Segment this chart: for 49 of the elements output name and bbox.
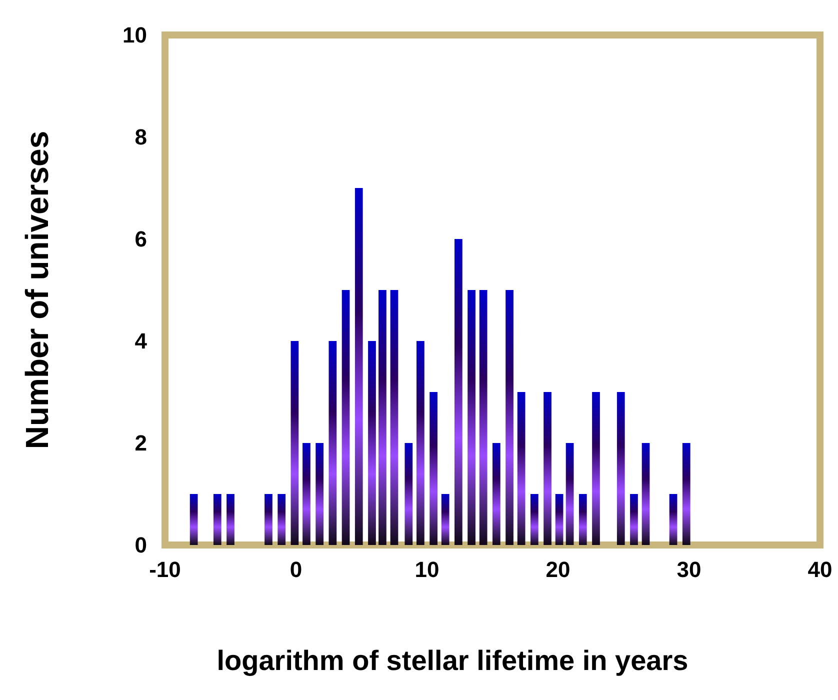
y-tick-label: 8: [134, 124, 147, 150]
bar: [430, 392, 438, 545]
bar: [316, 443, 324, 545]
y-tick-label: 0: [134, 532, 147, 558]
bar: [378, 290, 386, 545]
bar: [492, 443, 500, 545]
y-tick-label: 4: [134, 328, 148, 354]
y-tick-label: 2: [134, 430, 147, 456]
y-axis-title: Number of universes: [19, 130, 55, 450]
bar: [454, 239, 462, 545]
bar: [578, 494, 587, 545]
bar: [368, 341, 376, 545]
bar: [416, 341, 424, 545]
bar: [544, 392, 552, 545]
x-tick-label: 10: [414, 557, 440, 582]
x-tick-label: 20: [546, 557, 570, 582]
bar: [479, 290, 488, 545]
bar: [642, 443, 650, 545]
y-tick-label: 10: [122, 22, 147, 48]
bar: [530, 494, 538, 545]
bar: [190, 494, 198, 545]
bar: [328, 341, 337, 545]
bar: [566, 443, 574, 545]
bar: [226, 494, 234, 545]
bar: [682, 443, 690, 545]
bar: [404, 443, 413, 545]
x-tick-label: 40: [808, 557, 832, 582]
bar: [290, 341, 299, 545]
bar: [278, 494, 286, 545]
bar: [555, 494, 564, 545]
bar: [390, 290, 398, 545]
x-tick-label: 0: [290, 557, 302, 582]
bar: [630, 494, 638, 545]
bar: [506, 290, 514, 545]
bar: [669, 494, 678, 545]
bar: [342, 290, 350, 545]
x-tick-label: -10: [149, 557, 181, 582]
bar: [517, 392, 526, 545]
bar: [616, 392, 625, 545]
bar: [302, 443, 310, 545]
bar: [468, 290, 476, 545]
x-axis-title: logarithm of stellar lifetime in years: [216, 645, 688, 676]
bar: [441, 494, 450, 545]
y-tick-label: 6: [134, 226, 147, 252]
bar: [354, 188, 363, 545]
bar: [592, 392, 600, 545]
bar: [264, 494, 272, 545]
x-tick-label: 30: [676, 557, 702, 582]
bar: [213, 494, 222, 545]
